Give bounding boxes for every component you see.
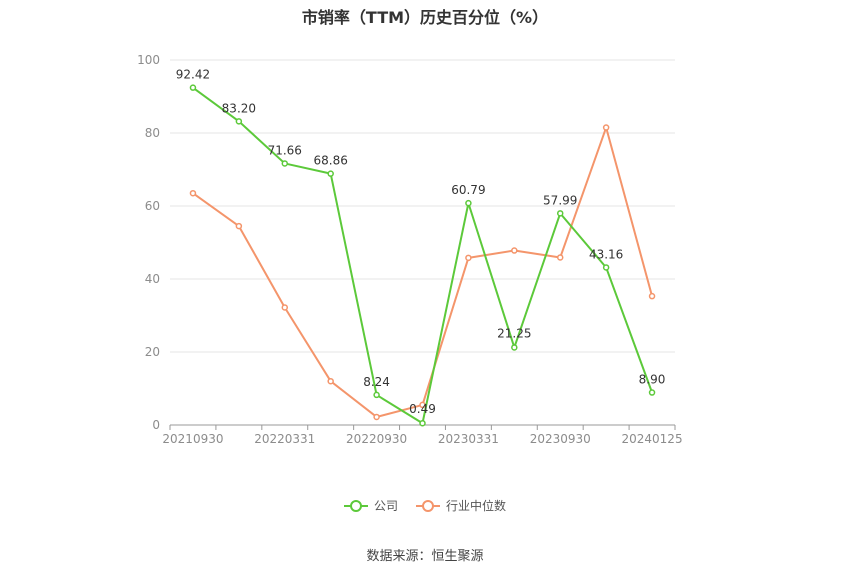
data-label: 68.86 xyxy=(314,154,348,168)
legend-item-company[interactable]: 公司 xyxy=(343,497,398,514)
data-label: 71.66 xyxy=(268,143,302,157)
data-point-industry-median xyxy=(556,254,564,261)
data-label: 8.90 xyxy=(639,373,666,387)
y-tick-label: 100 xyxy=(137,53,160,67)
y-tick-label: 40 xyxy=(145,272,160,286)
data-label-layer: 92.42 83.20 71.66 68.86 8.24 0.49 60.79 21.25 57… xyxy=(176,68,666,417)
data-point-company xyxy=(602,264,610,271)
data-point-company xyxy=(373,391,380,399)
data-point-company xyxy=(419,419,426,427)
data-point-company xyxy=(281,160,289,167)
data-point-company xyxy=(556,210,564,217)
x-tick-label: 20220930 xyxy=(346,432,407,446)
data-point-company xyxy=(327,170,334,177)
data-point-industry-median xyxy=(602,124,610,131)
data-point-industry-median xyxy=(281,304,289,311)
data-point-industry-median xyxy=(648,292,656,300)
legend-item-industry-median[interactable]: 行业中位数 xyxy=(416,497,506,514)
data-point-company xyxy=(189,84,197,91)
data-point-company xyxy=(511,344,518,351)
data-point-company xyxy=(235,118,243,125)
x-tick-label: 20230331 xyxy=(438,432,499,446)
data-label: 92.42 xyxy=(176,68,210,82)
legend-swatch-industry-median xyxy=(416,499,440,512)
series-line-company xyxy=(192,86,653,425)
data-point-industry-median xyxy=(419,401,426,409)
y-tick-label: 0 xyxy=(152,418,160,432)
x-tick-label: 20220331 xyxy=(254,432,315,446)
data-point-industry-median xyxy=(465,254,472,262)
x-tick-label: 20210930 xyxy=(162,432,223,446)
data-label: 83.20 xyxy=(222,101,256,115)
data-point-industry-median xyxy=(511,247,518,254)
legend: 公司 行业中位数 xyxy=(0,497,850,514)
data-point-industry-median xyxy=(235,222,243,230)
source-note: 数据来源：恒生聚源 xyxy=(366,549,484,564)
chart-title: 市销率（TTM）历史百分位（%） xyxy=(301,8,549,27)
legend-swatch-company xyxy=(343,499,368,512)
data-point-company xyxy=(648,389,656,396)
data-point-industry-median xyxy=(189,189,197,197)
grid-layer xyxy=(170,59,675,353)
data-label: 60.79 xyxy=(451,183,485,197)
y-tick-label: 20 xyxy=(145,345,160,359)
legend-label-industry-median: 行业中位数 xyxy=(446,499,507,513)
data-label: 8.24 xyxy=(363,375,390,389)
data-point-industry-median xyxy=(327,377,334,385)
y-tick-label: 80 xyxy=(145,126,160,140)
y-tick-label: 60 xyxy=(145,199,160,213)
x-tick-label: 20230930 xyxy=(530,432,591,446)
x-tick-label: 20240125 xyxy=(622,432,683,446)
data-label: 57.99 xyxy=(543,193,577,207)
series-line-industry-median xyxy=(192,126,654,418)
axis-layer: 0 20 40 60 80 100 20210930 20220331 20220930 2023… xyxy=(137,53,682,446)
data-label: 21.25 xyxy=(497,326,531,340)
data-point-industry-median xyxy=(373,413,380,421)
data-point-company xyxy=(465,199,472,207)
legend-label-company: 公司 xyxy=(373,499,398,513)
data-label: 43.16 xyxy=(589,247,623,261)
data-label: 0.49 xyxy=(409,402,436,416)
series-layer xyxy=(189,84,656,427)
